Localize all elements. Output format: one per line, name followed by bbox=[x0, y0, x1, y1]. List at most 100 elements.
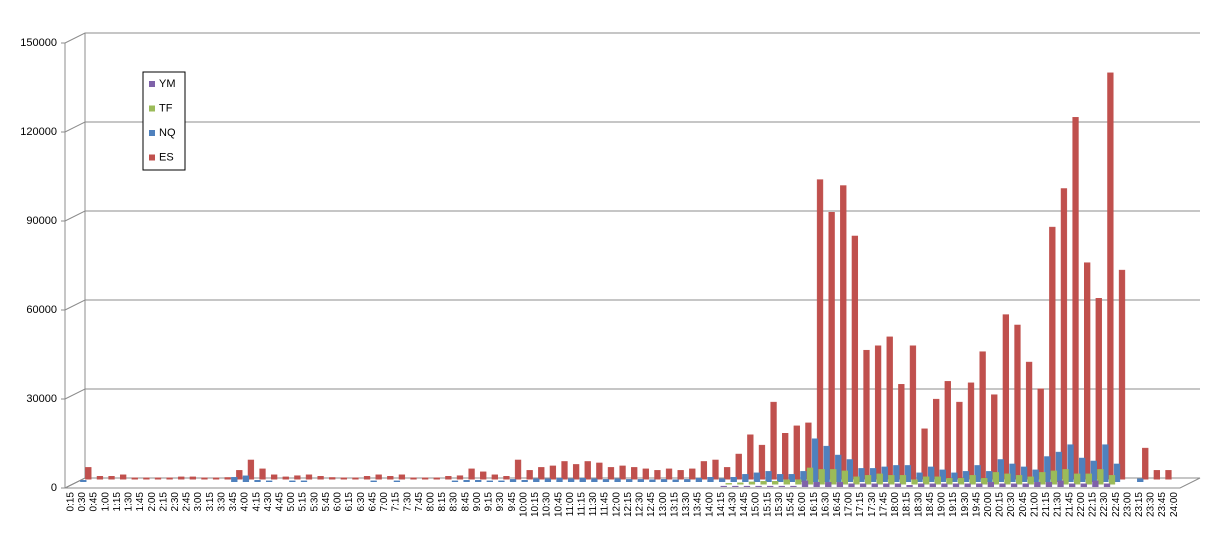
bar bbox=[300, 480, 308, 482]
x-tick-label: 17:15 bbox=[855, 492, 866, 517]
bar bbox=[665, 468, 673, 480]
bar bbox=[154, 477, 162, 480]
bar bbox=[503, 476, 510, 480]
legend-swatch bbox=[149, 130, 155, 136]
bar bbox=[231, 477, 238, 482]
bar bbox=[463, 480, 470, 482]
bar bbox=[468, 468, 475, 480]
legend-label: ES bbox=[159, 151, 174, 163]
x-tick-label: 18:15 bbox=[902, 492, 913, 517]
bar bbox=[410, 477, 417, 480]
x-tick-label: 13:00 bbox=[658, 492, 669, 517]
y-tick-label: 30000 bbox=[26, 393, 57, 405]
bar bbox=[772, 481, 779, 485]
bar bbox=[735, 453, 742, 480]
bar bbox=[986, 471, 993, 483]
bar bbox=[813, 482, 820, 487]
bar bbox=[767, 485, 774, 488]
bar bbox=[201, 477, 208, 480]
x-tick-label: 3:15 bbox=[205, 492, 216, 512]
bar bbox=[1103, 483, 1111, 487]
x-tick-label: 8:30 bbox=[449, 492, 460, 512]
bar bbox=[778, 485, 785, 488]
bar bbox=[730, 477, 737, 482]
bar bbox=[916, 472, 923, 483]
legend-label: YM bbox=[159, 78, 176, 90]
bar bbox=[1107, 72, 1114, 480]
bar bbox=[96, 476, 104, 480]
x-tick-label: 1:00 bbox=[100, 492, 111, 512]
bar bbox=[631, 467, 638, 480]
bar bbox=[828, 212, 835, 480]
x-tick-label: 17:45 bbox=[878, 492, 889, 517]
x-tick-label: 4:00 bbox=[240, 492, 251, 512]
grid-line bbox=[64, 299, 1200, 311]
x-tick-label: 20:30 bbox=[1006, 492, 1017, 517]
bar bbox=[1049, 226, 1056, 480]
x-tick-label: 15:15 bbox=[762, 492, 773, 517]
x-tick-label: 13:45 bbox=[693, 492, 704, 517]
bar bbox=[788, 474, 795, 483]
bar bbox=[538, 467, 545, 480]
bar bbox=[1137, 478, 1144, 482]
x-tick-label: 17:30 bbox=[867, 492, 878, 517]
bar bbox=[1025, 361, 1033, 480]
bar bbox=[777, 474, 784, 483]
bar bbox=[871, 483, 878, 487]
bar bbox=[765, 471, 772, 483]
bar bbox=[997, 459, 1005, 482]
x-tick-label: 7:30 bbox=[402, 492, 413, 512]
y-tick-label: 90000 bbox=[26, 215, 57, 227]
bar bbox=[614, 478, 621, 482]
x-tick-label: 13:15 bbox=[669, 492, 680, 517]
x-tick-label: 3:30 bbox=[216, 492, 227, 512]
x-tick-label: 8:45 bbox=[460, 492, 471, 512]
bar bbox=[486, 480, 493, 482]
x-tick-label: 14:15 bbox=[716, 492, 727, 517]
x-tick-label: 5:00 bbox=[286, 492, 297, 512]
x-tick-label: 12:15 bbox=[623, 492, 634, 517]
bar bbox=[533, 478, 540, 482]
x-tick-label: 6:45 bbox=[367, 492, 378, 512]
x-tick-label: 6:00 bbox=[333, 492, 344, 512]
bar bbox=[352, 477, 359, 480]
bar bbox=[836, 482, 844, 487]
bar bbox=[848, 483, 855, 487]
bar bbox=[841, 470, 849, 485]
bar bbox=[1142, 447, 1149, 480]
bar bbox=[911, 479, 918, 485]
x-tick-label: 21:00 bbox=[1029, 492, 1040, 517]
grid-line bbox=[64, 32, 1200, 44]
bar bbox=[567, 478, 575, 482]
bar bbox=[1072, 117, 1079, 480]
x-tick-label: 19:30 bbox=[960, 492, 971, 517]
bar bbox=[770, 401, 777, 480]
x-tick-label: 18:45 bbox=[925, 492, 936, 517]
legend-swatch bbox=[149, 81, 155, 87]
x-tick-label: 10:00 bbox=[518, 492, 529, 517]
bar bbox=[143, 477, 150, 480]
x-tick-label: 5:30 bbox=[309, 492, 320, 512]
bar bbox=[732, 485, 739, 488]
bar bbox=[433, 477, 440, 480]
bar bbox=[1015, 475, 1023, 485]
bar bbox=[654, 470, 661, 480]
grid-line bbox=[64, 388, 1200, 400]
bar bbox=[893, 465, 900, 482]
bar bbox=[80, 480, 87, 482]
bar bbox=[1118, 269, 1126, 480]
bar bbox=[758, 444, 766, 480]
bar bbox=[806, 467, 814, 485]
bar bbox=[602, 479, 610, 483]
x-tick-label: 20:15 bbox=[995, 492, 1006, 517]
bar bbox=[514, 459, 522, 480]
bar bbox=[864, 475, 872, 485]
x-tick-label: 24:00 bbox=[1169, 492, 1180, 517]
x-tick-label: 7:00 bbox=[379, 492, 390, 512]
bar bbox=[572, 464, 580, 480]
bar bbox=[289, 480, 296, 482]
bar bbox=[939, 469, 946, 482]
bar bbox=[445, 476, 452, 480]
bar bbox=[677, 470, 684, 480]
